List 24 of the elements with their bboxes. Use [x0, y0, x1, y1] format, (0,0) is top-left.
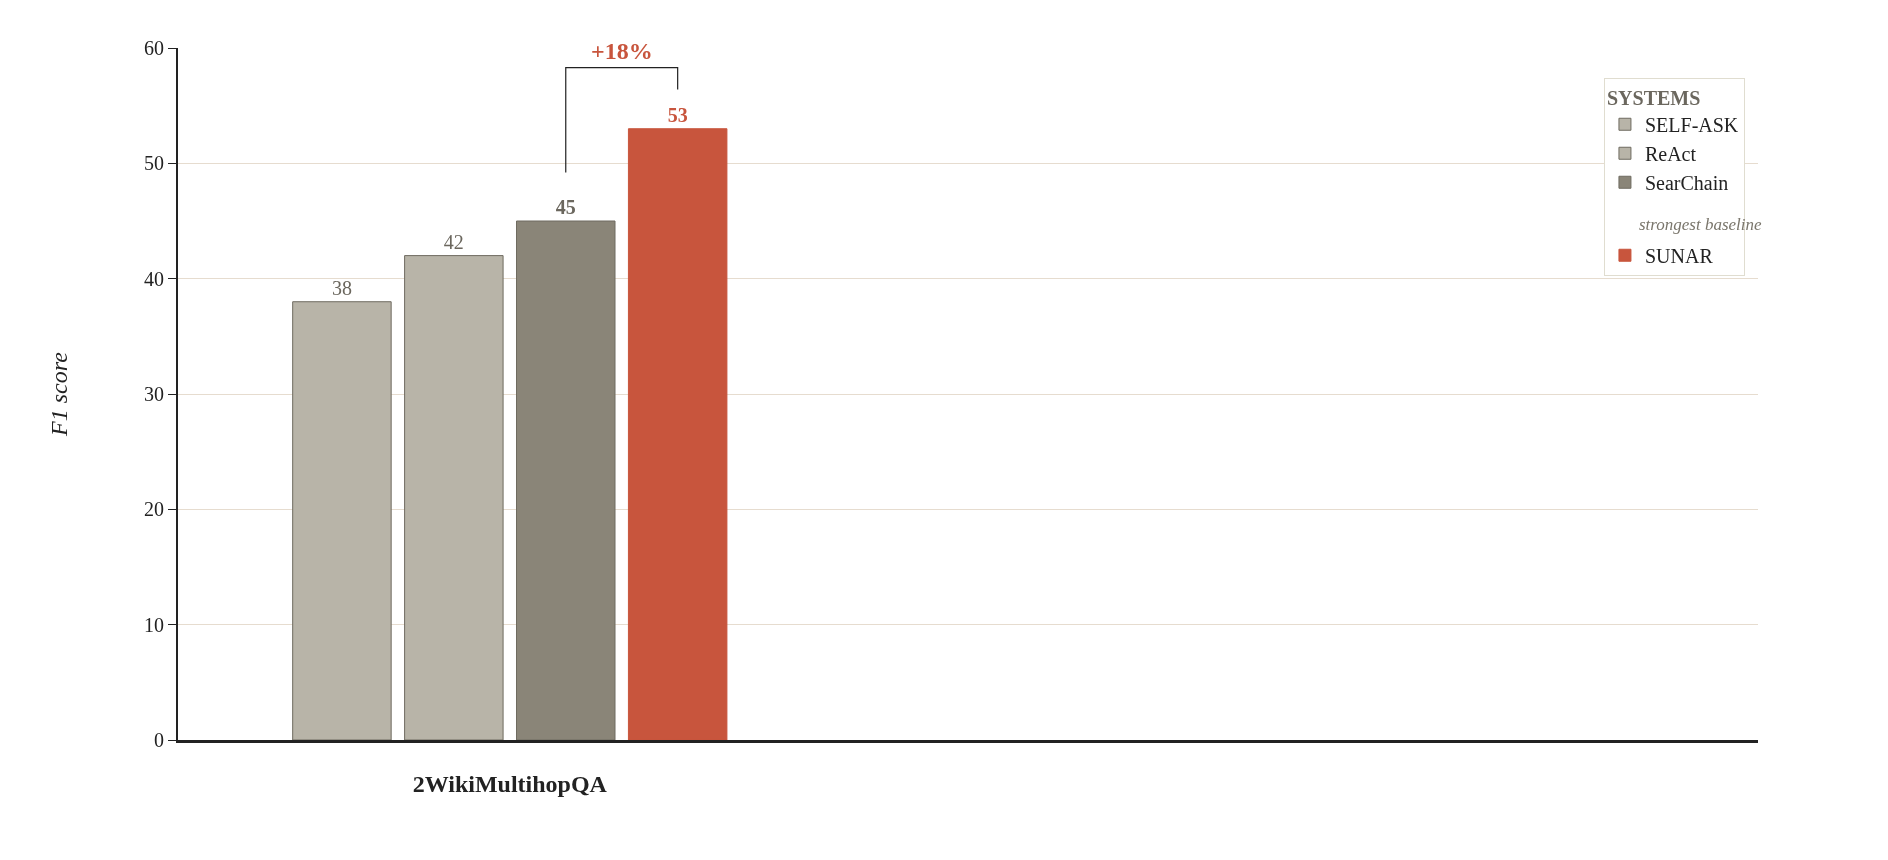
legend-label: SearChain: [1644, 172, 1729, 195]
legend-label: SELF-ASK: [1644, 114, 1739, 137]
bar: [292, 301, 392, 740]
annotation: +18%: [591, 38, 653, 64]
y-axis-title: F1 score: [45, 351, 72, 437]
legend-label: SUNAR: [1644, 245, 1714, 268]
y-tick-label: 0: [154, 729, 164, 751]
y-tick-label: 20: [144, 498, 164, 521]
bar: [627, 128, 728, 740]
y-tick-label: 40: [144, 267, 164, 290]
legend-label: ReAct: [1644, 143, 1697, 166]
bar: [404, 255, 504, 740]
data-label: 53: [667, 103, 688, 126]
data-label: 45: [555, 196, 576, 218]
y-tick-label: 30: [144, 383, 164, 405]
x-tick-label: 2WikiMultihopQA: [412, 770, 608, 797]
data-label: 42: [443, 230, 464, 253]
y-tick-label: 60: [144, 37, 164, 59]
y-tick-label: 50: [144, 152, 164, 175]
y-tick-label: 10: [144, 613, 164, 636]
legend-title: SYSTEMS: [1606, 86, 1701, 109]
data-label: 38: [331, 276, 352, 299]
bar: [516, 220, 616, 740]
annotation: strongest baseline: [1639, 215, 1763, 234]
